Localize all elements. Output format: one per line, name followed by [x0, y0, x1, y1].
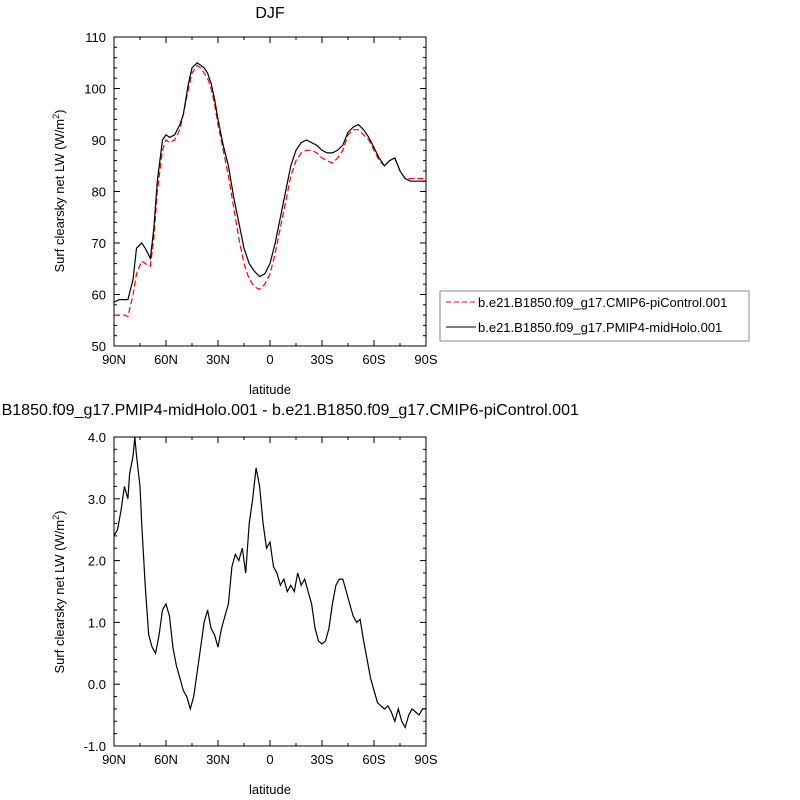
y-tick-label: 100: [84, 82, 106, 97]
y-axis-label-bottom-sup: 2: [51, 515, 61, 520]
plot-frame-bottom: [113, 436, 427, 747]
legend-label-midholo: b.e21.B1850.f09_g17.PMIP4-midHolo.001: [478, 320, 722, 335]
x-axis-label-top: latitude: [249, 382, 291, 397]
x-tick-label: 30N: [206, 752, 230, 767]
chart-title-bottom: b.e21.B1850.f09_g17.PMIP4-midHolo.001 - …: [0, 402, 579, 419]
legend-box: [439, 290, 750, 342]
series-line-0-0: [114, 64, 426, 318]
x-tick-label: 0: [266, 752, 273, 767]
x-axis-label-bottom: latitude: [249, 782, 291, 797]
y-tick-label: 50: [92, 339, 106, 354]
y-axis-label-bottom: Surf clearsky net LW (W/m2): [51, 511, 67, 674]
y-tick-label: 60: [92, 288, 106, 303]
series-line-1-0: [113, 436, 426, 730]
x-tick-label: 60N: [154, 752, 178, 767]
y-tick-label: 90: [92, 133, 106, 148]
x-tick-label: 90N: [102, 352, 126, 367]
series-layer-bottom: [113, 436, 426, 730]
y-axis-label-top: Surf clearsky net LW (W/m2): [51, 110, 67, 273]
tick-layer-top: 90N 60N 30N 0 30S 60S 90S 50 60 70 80 90 100 110: [84, 30, 438, 367]
y-tick-label: 70: [92, 236, 106, 251]
x-tick-label: 0: [266, 352, 273, 367]
y-axis-label-top-end: ): [52, 110, 67, 114]
y-tick-label: 80: [92, 185, 106, 200]
plot-frame-top: [113, 36, 427, 347]
panel-top: DJF 90N 60N 30N 0 30S 60S 90S5060708090100110 …: [51, 5, 438, 397]
y-axis-label-bottom-main: Surf clearsky net LW (W/m: [52, 520, 67, 674]
y-tick-label: 110: [85, 30, 106, 45]
panel-bottom: b.e21.B1850.f09_g17.PMIP4-midHolo.001 - …: [0, 402, 579, 797]
x-tick-label: 90S: [414, 352, 437, 367]
y-axis-label-bottom-end: ): [52, 511, 67, 515]
series-line-0-1: [113, 62, 426, 303]
x-tick-label: 60S: [362, 752, 385, 767]
chart-title-top: DJF: [255, 5, 285, 22]
x-tick-label: 30N: [206, 352, 230, 367]
y-tick-label: 2.0: [88, 554, 106, 569]
y-tick-label: 0.0: [88, 677, 106, 692]
series-layer-top: [113, 62, 426, 318]
y-tick-label: 1.0: [88, 615, 106, 630]
x-tick-label: 60N: [154, 352, 178, 367]
y-tick-label: 4.0: [88, 430, 106, 445]
legend: b.e21.B1850.f09_g17.CMIP6-piControl.001 …: [439, 290, 750, 342]
y-tick-label: 3.0: [88, 492, 106, 507]
y-axis-label-top-main: Surf clearsky net LW (W/m: [52, 119, 67, 273]
y-axis-label-top-sup: 2: [51, 114, 61, 119]
x-tick-label: 30S: [310, 752, 333, 767]
tick-layer-bottom: 90N 60N 30N 0 30S 60S 90S -1.0 0.0 1.0 2.0 3.0 4.0: [84, 430, 438, 767]
x-tick-label: 90N: [102, 752, 126, 767]
legend-label-picontrol: b.e21.B1850.f09_g17.CMIP6-piControl.001: [478, 295, 727, 310]
x-tick-label: 30S: [310, 352, 333, 367]
x-tick-label: 90S: [414, 752, 437, 767]
x-tick-label: 60S: [362, 352, 385, 367]
y-tick-label: -1.0: [84, 739, 106, 754]
